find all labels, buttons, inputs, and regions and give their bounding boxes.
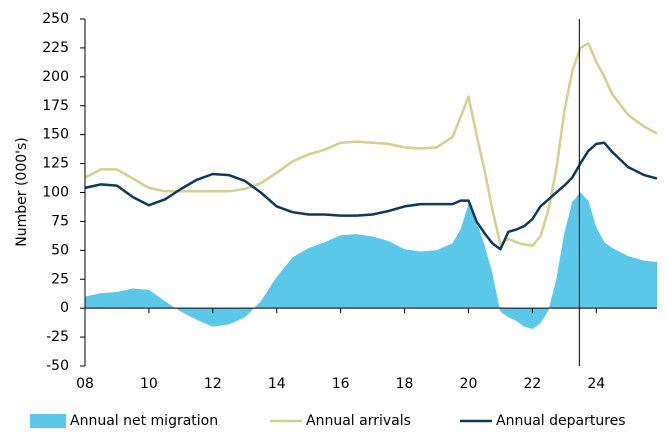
legend-label: Annual departures	[496, 413, 626, 429]
line	[84, 42, 658, 247]
area	[85, 192, 657, 329]
y-tick-label: -25	[46, 329, 69, 345]
y-axis-label: Number (000's)	[14, 137, 30, 246]
y-tick-label: 200	[42, 69, 69, 85]
x-tick-label: 12	[204, 376, 222, 392]
legend-label: Annual arrivals	[306, 413, 411, 429]
y-tick-label: 25	[51, 271, 69, 287]
y-tick-label: 125	[42, 156, 69, 172]
y-tick-label: 250	[42, 11, 69, 27]
x-tick-label: 16	[332, 376, 350, 392]
legend-label: Annual net migration	[70, 413, 218, 429]
x-tick-label: 20	[460, 376, 478, 392]
y-tick-label: 150	[42, 127, 69, 143]
x-tick-label: 24	[587, 376, 605, 392]
y-tick-label: 225	[42, 40, 69, 56]
legend-swatch	[30, 414, 66, 428]
line	[84, 141, 658, 251]
y-tick-label: -50	[46, 358, 69, 374]
y-tick-label: 50	[51, 242, 69, 258]
y-tick-label: 175	[42, 98, 69, 114]
x-tick-label: 14	[268, 376, 286, 392]
x-tick-label: 10	[140, 376, 158, 392]
x-tick-label: 22	[523, 376, 541, 392]
y-tick-label: 100	[42, 185, 69, 201]
y-tick-label: 75	[51, 213, 69, 229]
x-tick-label: 18	[396, 376, 414, 392]
y-tick-label: 0	[60, 300, 69, 316]
x-tick-label: 08	[76, 376, 94, 392]
